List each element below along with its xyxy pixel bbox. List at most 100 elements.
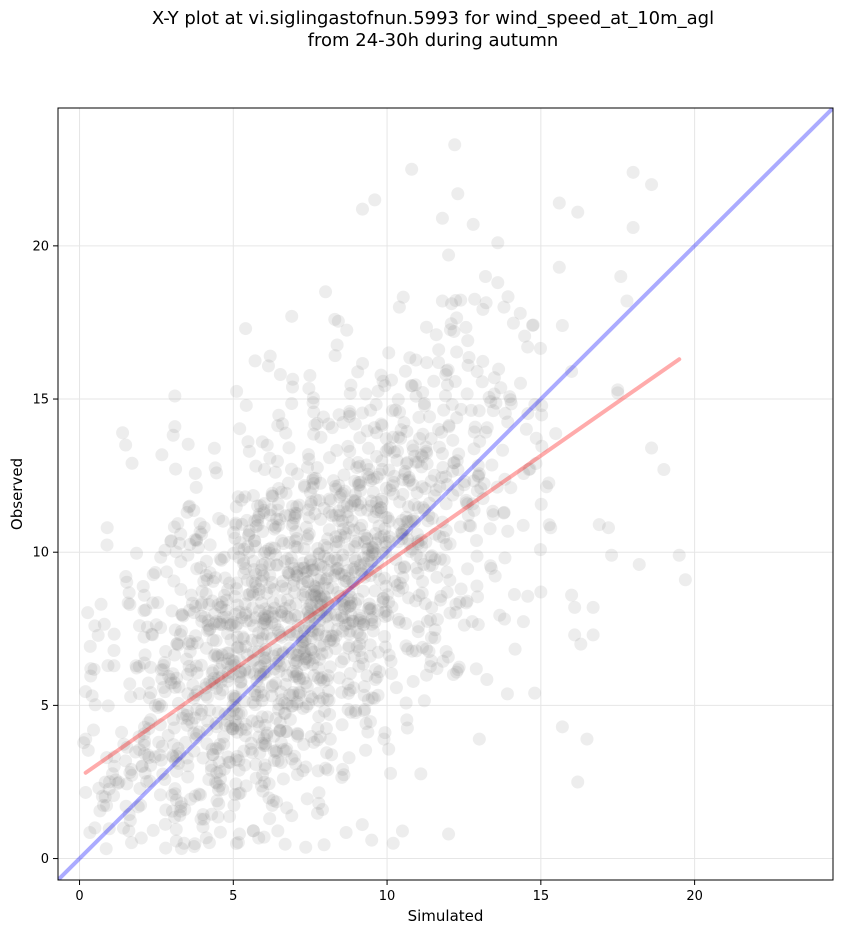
data-point bbox=[213, 615, 227, 629]
data-point bbox=[462, 350, 476, 364]
data-point bbox=[471, 459, 485, 473]
data-point bbox=[348, 487, 362, 501]
data-point bbox=[472, 732, 486, 746]
data-point bbox=[213, 825, 227, 839]
data-point bbox=[216, 610, 230, 624]
data-point bbox=[226, 722, 240, 736]
data-point bbox=[370, 426, 384, 440]
data-point bbox=[208, 607, 222, 621]
data-point bbox=[383, 483, 397, 497]
data-point bbox=[262, 791, 276, 805]
data-point bbox=[232, 670, 246, 684]
data-point bbox=[227, 692, 241, 706]
data-point bbox=[81, 743, 95, 757]
data-point bbox=[404, 514, 418, 528]
data-point bbox=[397, 560, 411, 574]
data-point bbox=[580, 732, 594, 746]
data-point bbox=[308, 588, 322, 602]
data-point bbox=[223, 618, 237, 632]
data-point bbox=[521, 340, 535, 354]
data-point bbox=[464, 403, 478, 417]
data-point bbox=[339, 574, 353, 588]
data-point bbox=[207, 649, 221, 663]
data-point bbox=[312, 557, 326, 571]
data-point bbox=[329, 482, 343, 496]
data-point bbox=[403, 351, 417, 365]
data-point bbox=[290, 507, 304, 521]
data-point bbox=[611, 383, 625, 397]
data-point bbox=[237, 632, 251, 646]
data-point bbox=[320, 541, 334, 555]
data-point bbox=[507, 587, 521, 601]
data-point bbox=[497, 300, 511, 314]
data-point bbox=[228, 531, 242, 545]
data-point bbox=[343, 624, 357, 638]
data-point bbox=[267, 649, 281, 663]
data-point bbox=[336, 486, 350, 500]
data-point bbox=[278, 837, 292, 851]
data-point bbox=[312, 547, 326, 561]
data-point bbox=[467, 474, 481, 488]
data-point bbox=[363, 649, 377, 663]
data-point bbox=[375, 494, 389, 508]
data-point bbox=[626, 165, 640, 179]
data-point bbox=[387, 475, 401, 489]
data-point bbox=[491, 276, 505, 290]
data-point bbox=[292, 498, 306, 512]
data-point bbox=[257, 506, 271, 520]
data-point bbox=[329, 563, 343, 577]
data-point bbox=[419, 444, 433, 458]
data-point bbox=[320, 571, 334, 585]
data-point bbox=[418, 399, 432, 413]
data-point bbox=[396, 290, 410, 304]
data-point bbox=[148, 750, 162, 764]
data-point bbox=[432, 440, 446, 454]
data-point bbox=[152, 697, 166, 711]
data-point bbox=[305, 692, 319, 706]
data-point bbox=[672, 548, 686, 562]
data-point bbox=[267, 753, 281, 767]
data-point bbox=[199, 641, 213, 655]
data-point bbox=[447, 324, 461, 338]
data-point bbox=[402, 591, 416, 605]
data-point bbox=[213, 600, 227, 614]
data-point bbox=[386, 836, 400, 850]
data-point bbox=[341, 702, 355, 716]
data-point bbox=[288, 509, 302, 523]
data-point bbox=[230, 582, 244, 596]
data-point bbox=[361, 542, 375, 556]
data-point bbox=[357, 535, 371, 549]
data-point bbox=[166, 428, 180, 442]
data-point bbox=[328, 479, 342, 493]
data-point bbox=[331, 613, 345, 627]
data-point bbox=[329, 530, 343, 544]
data-point bbox=[318, 761, 332, 775]
data-point bbox=[238, 562, 252, 576]
data-point bbox=[371, 645, 385, 659]
data-point bbox=[329, 629, 343, 643]
data-point bbox=[299, 676, 313, 690]
data-point bbox=[467, 442, 481, 456]
data-point bbox=[190, 636, 204, 650]
data-point bbox=[173, 747, 187, 761]
data-point bbox=[283, 712, 297, 726]
data-point bbox=[87, 662, 101, 676]
data-point bbox=[299, 652, 313, 666]
data-point bbox=[379, 444, 393, 458]
data-point bbox=[290, 654, 304, 668]
data-point bbox=[323, 634, 337, 648]
data-point bbox=[194, 658, 208, 672]
data-point bbox=[422, 496, 436, 510]
data-point bbox=[391, 430, 405, 444]
data-point bbox=[259, 545, 273, 559]
data-point bbox=[206, 748, 220, 762]
data-point bbox=[100, 799, 114, 813]
data-point bbox=[195, 584, 209, 598]
data-point bbox=[330, 561, 344, 575]
data-point bbox=[411, 535, 425, 549]
data-point bbox=[281, 610, 295, 624]
data-point bbox=[272, 518, 286, 532]
data-point bbox=[396, 473, 410, 487]
data-point bbox=[137, 720, 151, 734]
data-point bbox=[289, 757, 303, 771]
